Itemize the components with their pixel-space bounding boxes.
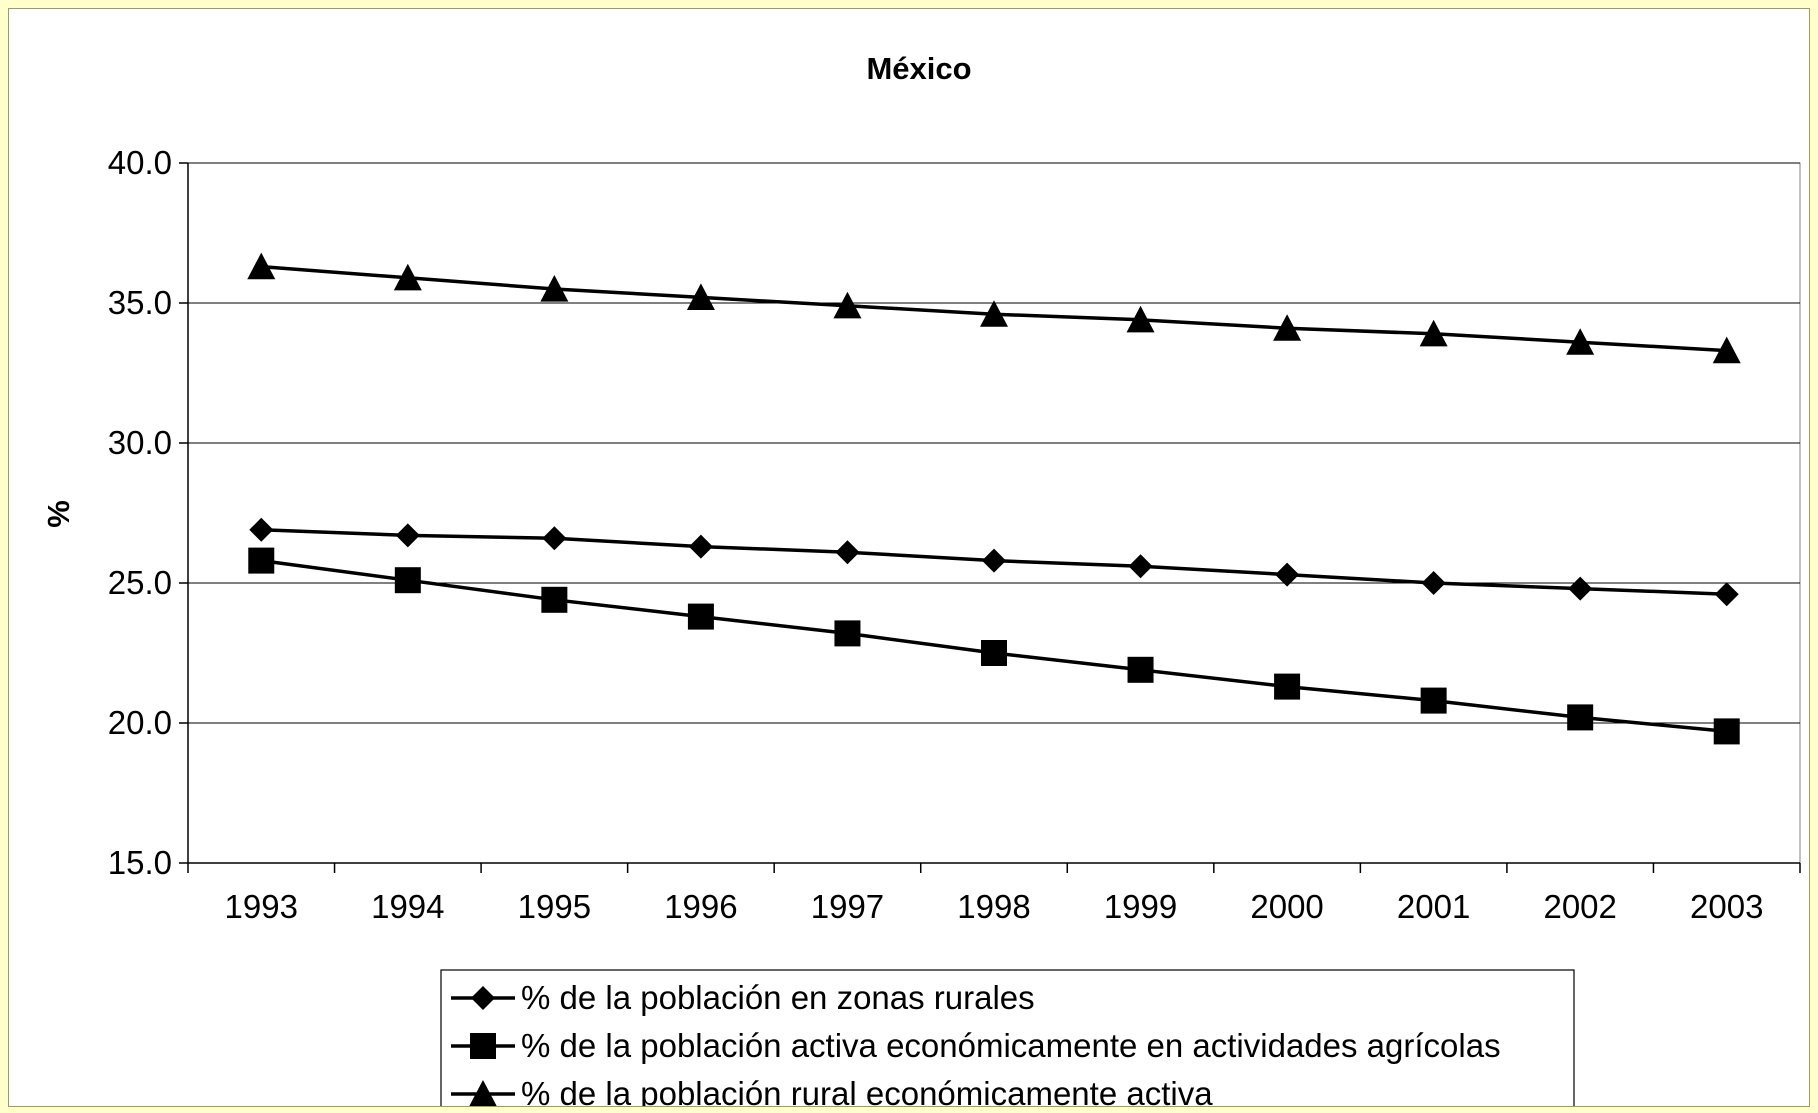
y-tick-label: 15.0 xyxy=(108,844,172,881)
data-point-square xyxy=(541,587,567,613)
legend: % de la población en zonas rurales % de l… xyxy=(441,970,1574,1106)
x-tick-label: 1993 xyxy=(225,888,298,925)
x-tick-label: 2000 xyxy=(1250,888,1323,925)
y-axis-title: % xyxy=(41,500,76,528)
chart-title: México xyxy=(866,51,971,86)
data-point-square xyxy=(395,567,421,593)
x-tick-label: 2001 xyxy=(1397,888,1470,925)
data-point-square xyxy=(1567,704,1593,730)
data-point-square xyxy=(1714,718,1740,744)
plot-area xyxy=(188,163,1800,863)
x-tick-label: 1997 xyxy=(811,888,884,925)
data-point-square xyxy=(1274,674,1300,700)
legend-marker-square xyxy=(470,1033,496,1059)
data-point-square xyxy=(1128,657,1154,683)
y-tick-label: 30.0 xyxy=(108,424,172,461)
x-tick-label: 1996 xyxy=(664,888,737,925)
data-point-square xyxy=(248,548,274,574)
x-tick-label: 2003 xyxy=(1690,888,1763,925)
legend-item: % de la población rural económicamente a… xyxy=(451,1075,1213,1106)
x-tick-label: 1994 xyxy=(371,888,444,925)
y-tick-label: 20.0 xyxy=(108,704,172,741)
legend-label: % de la población en zonas rurales xyxy=(521,979,1035,1016)
y-tick-label: 25.0 xyxy=(108,564,172,601)
legend-label: % de la población rural económicamente a… xyxy=(521,1075,1213,1106)
data-point-square xyxy=(981,640,1007,666)
gridlines xyxy=(188,163,1800,863)
y-tick-label: 40.0 xyxy=(108,144,172,181)
x-tick-label: 2002 xyxy=(1543,888,1616,925)
legend-item: % de la población activa económicamente … xyxy=(451,1027,1501,1064)
x-tick-label: 1995 xyxy=(518,888,591,925)
legend-label: % de la población activa económicamente … xyxy=(521,1027,1501,1064)
data-point-square xyxy=(834,620,860,646)
legend-item: % de la población en zonas rurales xyxy=(451,979,1035,1016)
data-point-square xyxy=(1421,688,1447,714)
x-tick-label: 1999 xyxy=(1104,888,1177,925)
data-point-square xyxy=(688,604,714,630)
x-tick-label: 1998 xyxy=(957,888,1030,925)
line-chart: México % 15.0 20.0 25.0 30.0 35.0 40.0 1993 199… xyxy=(9,9,1809,1106)
y-tick-label: 35.0 xyxy=(108,284,172,321)
chart-frame: México % 15.0 20.0 25.0 30.0 35.0 40.0 1993 199… xyxy=(8,8,1810,1107)
